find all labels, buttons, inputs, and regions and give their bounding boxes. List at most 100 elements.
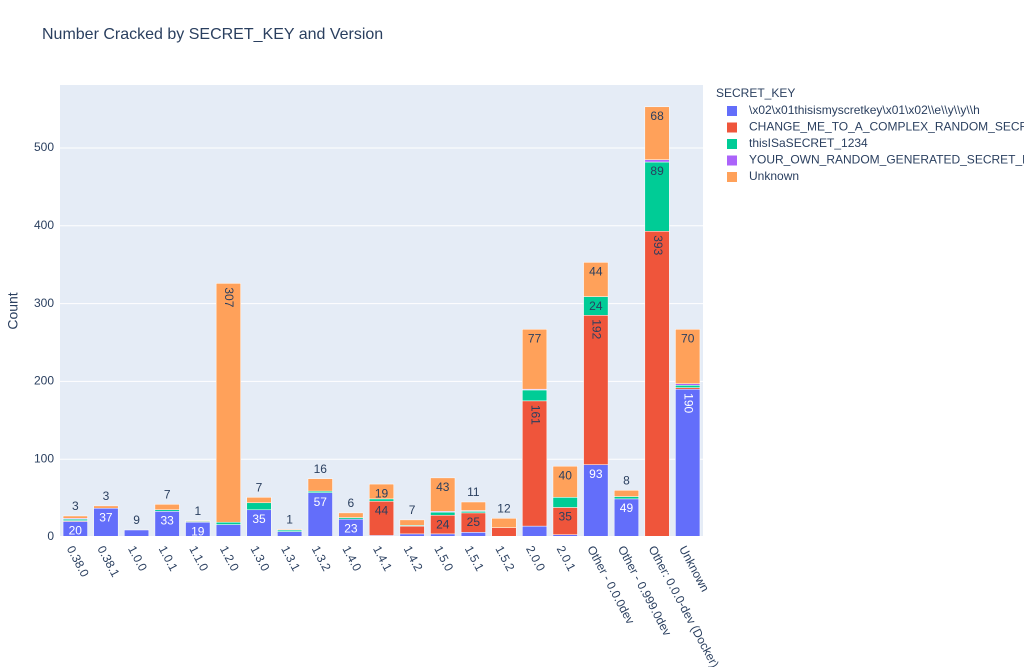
bar-segment	[522, 400, 548, 527]
x-tick-label: 1.3.0	[248, 543, 273, 573]
bar-segment	[246, 497, 272, 504]
legend-label: \x02\x01thisismyscretkey\x01\x02\\e\\y\\…	[749, 103, 980, 117]
bar-segment	[307, 478, 333, 492]
bar-segment	[124, 529, 150, 538]
x-tick-label: 1.5.2	[493, 543, 518, 573]
x-tick-label: 0.38.0	[64, 543, 92, 579]
data-label: 49	[620, 501, 634, 515]
x-tick-label: 1.3.2	[309, 543, 334, 573]
data-label: 161	[528, 405, 542, 425]
bar-segment	[430, 511, 456, 516]
bar-segment	[613, 490, 639, 497]
x-tick-label: 1.3.1	[278, 543, 303, 573]
bar-segment	[154, 504, 180, 511]
data-label: 20	[69, 524, 83, 538]
bar-segment	[522, 389, 548, 402]
data-label: 35	[252, 512, 266, 526]
data-label: 40	[559, 468, 573, 482]
data-label: 44	[375, 503, 389, 517]
bar-segment	[491, 518, 517, 528]
y-axis-title: Count	[5, 292, 21, 329]
legend-label: YOUR_OWN_RANDOM_GENERATED_SECRET_KEY	[749, 153, 1024, 167]
data-label: 23	[344, 521, 358, 535]
bar-segment	[185, 520, 211, 522]
data-label: 1	[286, 512, 293, 526]
x-tick-label: 1.4.1	[370, 543, 395, 573]
bar-segment	[215, 283, 241, 523]
bar-segment	[154, 511, 180, 538]
y-tick-label: 300	[34, 296, 54, 310]
bar-segment	[399, 519, 425, 526]
legend-swatch	[727, 106, 737, 116]
bar-segment	[552, 497, 578, 508]
bar-segment	[246, 502, 272, 511]
x-tick-label: 2.0.1	[554, 543, 579, 573]
x-tick-label: 1.4.0	[339, 543, 364, 573]
data-label: 11	[467, 485, 480, 499]
data-label: 16	[314, 462, 328, 476]
legend-label: thisISaSECRET_1234	[749, 136, 868, 150]
data-label: 25	[467, 515, 481, 529]
data-label: 57	[314, 495, 328, 509]
legend-swatch	[727, 139, 737, 149]
bar-segment	[215, 524, 241, 538]
bar-segment	[460, 501, 486, 511]
bar-segment	[675, 329, 701, 384]
x-tick-label: 1.4.2	[401, 543, 426, 573]
legend-title: SECRET_KEY	[716, 86, 795, 100]
bar-segment	[644, 231, 670, 538]
data-label: 93	[589, 467, 603, 481]
data-label: 19	[375, 486, 389, 500]
bar-segment	[277, 528, 303, 531]
data-label: 192	[590, 319, 604, 339]
data-label: 3	[103, 489, 110, 503]
bar-segment	[613, 496, 639, 500]
bar-segment	[430, 477, 456, 512]
data-label: 89	[650, 164, 664, 178]
bar-segment	[338, 512, 364, 518]
data-label: 33	[160, 513, 174, 527]
bar-segment	[307, 492, 333, 538]
chart-title: Number Cracked by SECRET_KEY and Version	[42, 26, 383, 43]
data-label: 19	[191, 524, 205, 538]
data-label: 9	[133, 513, 140, 527]
y-tick-label: 200	[34, 374, 54, 388]
data-label: 24	[436, 517, 450, 531]
bar-segment	[215, 521, 241, 525]
y-tick-label: 0	[47, 529, 54, 543]
legend-swatch	[727, 155, 737, 166]
data-label: 7	[164, 487, 171, 501]
bar-segment	[644, 159, 670, 163]
bar-segment	[491, 527, 517, 538]
bar-segment	[675, 388, 701, 538]
x-tick-label: 1.5.1	[462, 543, 487, 573]
data-label: 24	[589, 299, 603, 313]
data-label: 70	[681, 331, 695, 345]
bar-segment	[583, 315, 609, 465]
bar-segment	[583, 262, 609, 297]
x-tick-label: 1.2.0	[217, 543, 242, 573]
y-tick-label: 400	[34, 218, 54, 232]
bar-segment	[399, 525, 425, 535]
bar-segment	[522, 525, 548, 538]
x-tick-label: 2.0.0	[523, 543, 548, 573]
data-label: 393	[651, 235, 665, 255]
legend-label: CHANGE_ME_TO_A_COMPLEX_RANDOM_SECRET	[749, 120, 1024, 134]
data-label: 8	[623, 473, 630, 487]
data-label: 68	[650, 109, 664, 123]
data-label: 43	[436, 480, 450, 494]
data-label: 6	[348, 496, 355, 510]
data-label: 1	[194, 504, 201, 518]
bar-segment	[369, 500, 394, 536]
bar-segment	[644, 106, 670, 160]
x-tick-label: 1.1.0	[186, 543, 211, 573]
data-label: 7	[256, 480, 263, 494]
bar-segment	[62, 515, 88, 519]
bar-segment	[369, 483, 394, 500]
data-label: 77	[528, 331, 542, 345]
y-tick-label: 500	[34, 140, 54, 154]
x-tick-label: 1.0.1	[156, 543, 181, 573]
data-label: 3	[72, 499, 79, 513]
data-label: 190	[682, 393, 696, 413]
